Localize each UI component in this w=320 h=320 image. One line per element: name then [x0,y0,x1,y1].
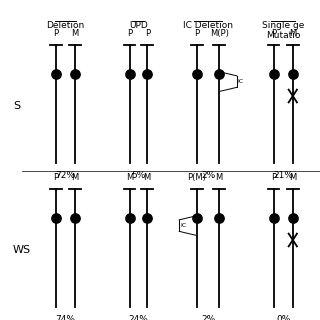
Text: P: P [127,29,132,38]
Text: IC: IC [180,223,187,228]
Point [194,215,199,220]
Point [145,215,150,220]
Point [194,71,199,76]
Text: P: P [53,173,59,182]
Point [290,215,295,220]
Text: M: M [289,173,296,182]
Text: 2%: 2% [201,171,215,180]
Text: P(M): P(M) [188,173,206,182]
Point [53,215,59,220]
Point [217,215,222,220]
Text: M: M [72,29,79,38]
Text: 74%: 74% [56,315,76,320]
Text: S: S [13,100,20,111]
Text: P: P [271,29,276,38]
Text: IC Deletion: IC Deletion [183,21,233,30]
Text: M: M [72,173,79,182]
Text: UPD: UPD [129,21,148,30]
Point [271,215,276,220]
Text: WS: WS [13,244,31,255]
Text: Deletion: Deletion [46,21,85,30]
Point [53,71,59,76]
Text: Single ge
Mutatio: Single ge Mutatio [262,21,304,40]
Text: M: M [126,173,133,182]
Text: 0%: 0% [276,315,290,320]
Text: P: P [194,29,199,38]
Text: P: P [271,173,276,182]
Point [145,71,150,76]
Text: M(P): M(P) [210,29,228,38]
Point [127,215,132,220]
Text: 21%: 21% [273,171,293,180]
Text: M: M [216,173,223,182]
Point [127,71,132,76]
Point [271,71,276,76]
Text: 2%: 2% [201,315,215,320]
Text: P: P [145,29,150,38]
Text: IC: IC [238,79,244,84]
Point [73,71,78,76]
Text: M: M [144,173,151,182]
Text: 72%: 72% [56,171,76,180]
Point [73,215,78,220]
Point [217,71,222,76]
Text: 24%: 24% [128,315,148,320]
Point [290,71,295,76]
Text: P: P [53,29,59,38]
Text: M: M [289,29,296,38]
Text: 5%: 5% [131,171,146,180]
